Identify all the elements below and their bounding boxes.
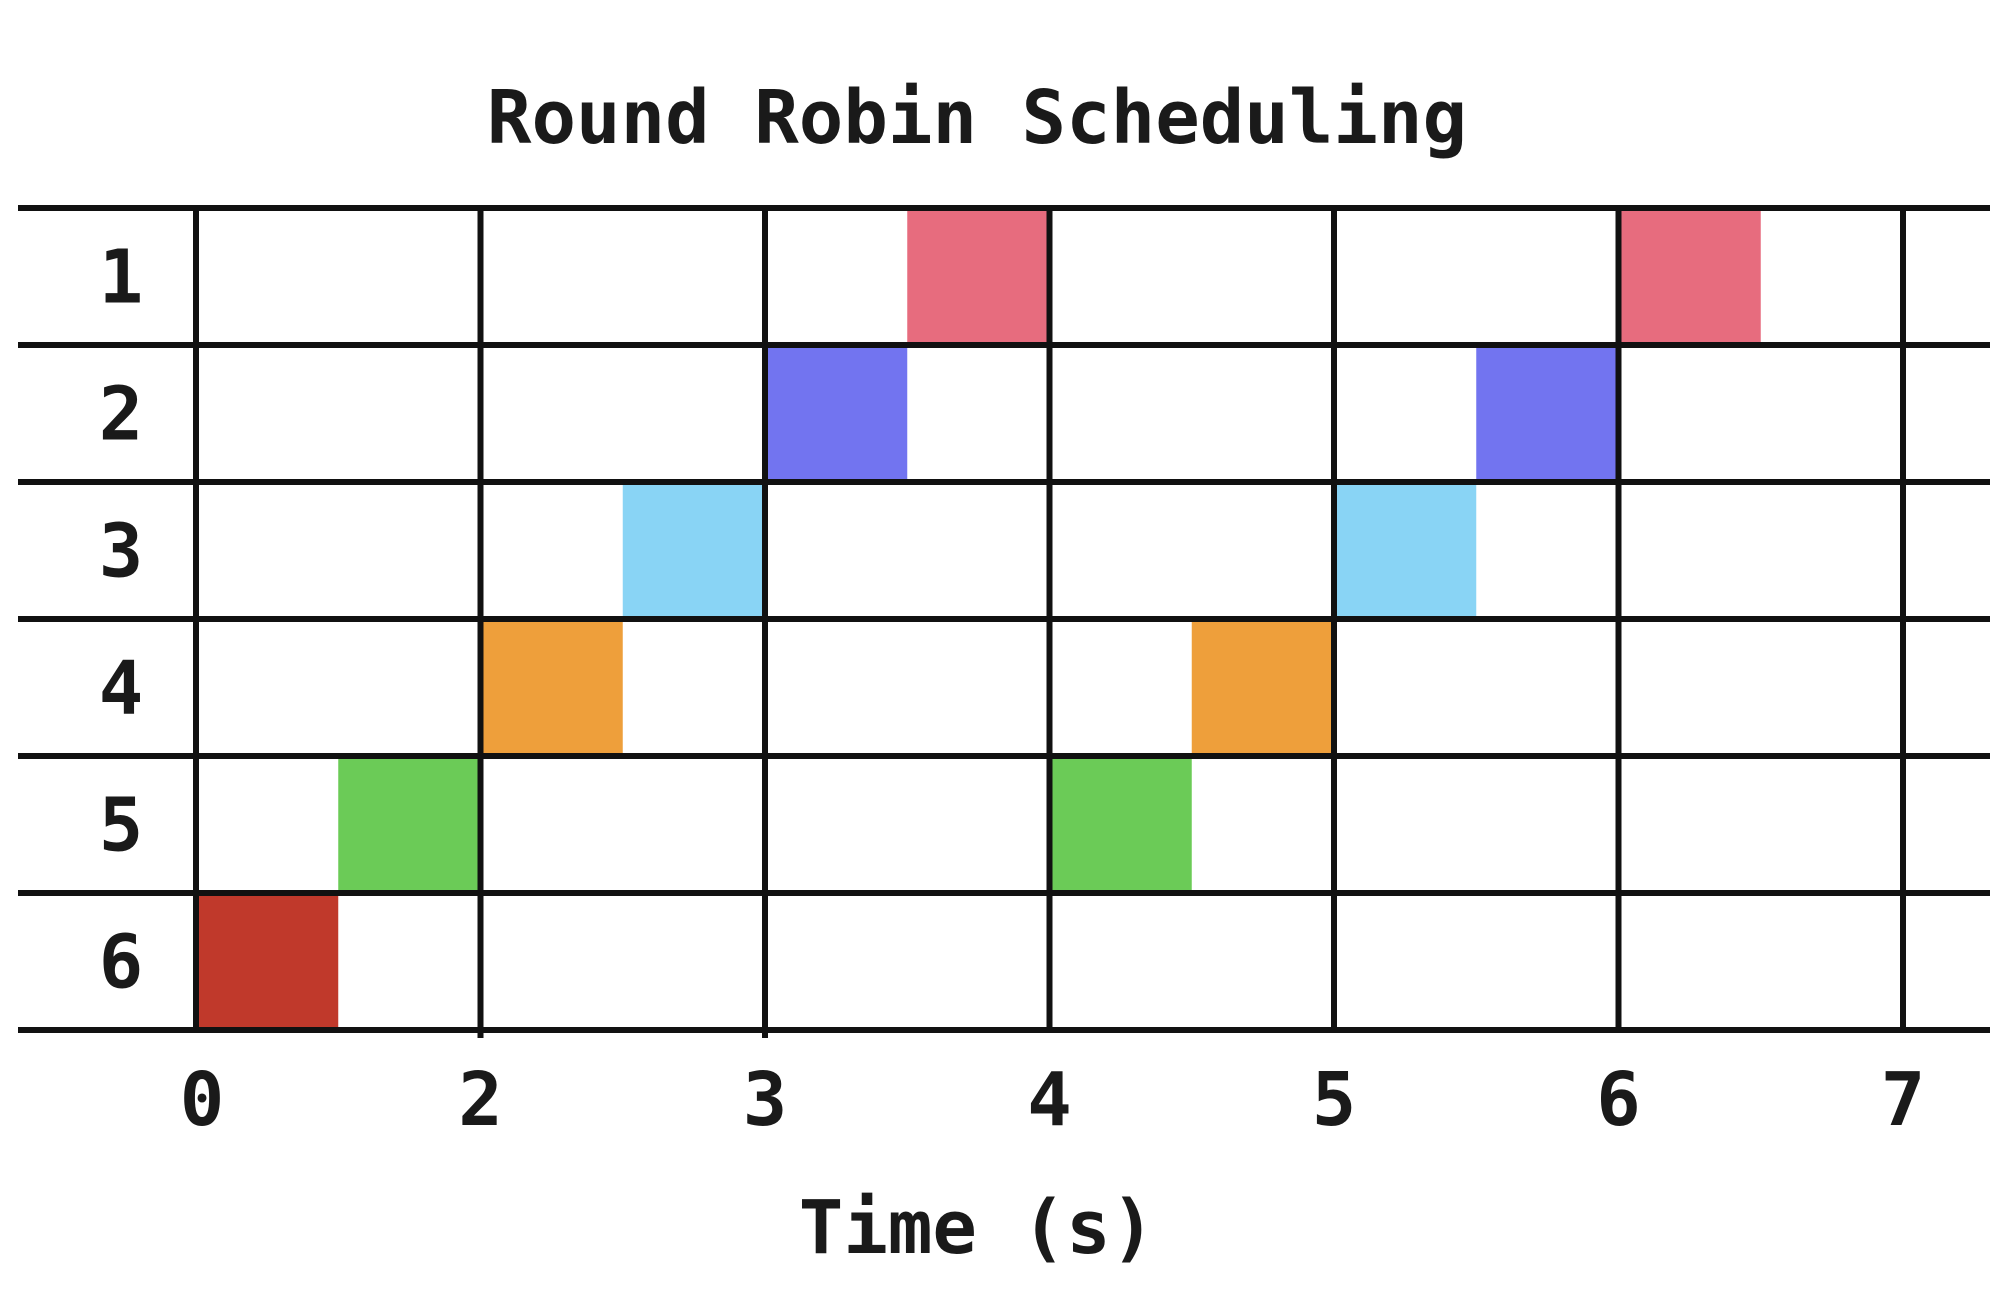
chart-title: Round Robin Scheduling: [487, 75, 1467, 161]
slice-row-5-6: [1049, 756, 1192, 893]
slice-row-5-1: [338, 756, 481, 893]
slice-row-1-10: [1618, 208, 1761, 345]
slice-row-4-7: [1191, 619, 1334, 756]
x-tick-label-6: 7: [1881, 1057, 1926, 1143]
x-tick-label-2: 3: [743, 1057, 788, 1143]
slice-row-2-9: [1476, 345, 1619, 482]
slice-row-2-4: [765, 345, 908, 482]
slice-row-1-5: [907, 208, 1050, 345]
row-label-4: 4: [99, 646, 144, 732]
x-tick-label-3: 4: [1027, 1057, 1072, 1143]
x-tick-label-1: 2: [458, 1057, 503, 1143]
x-axis-label: Time (s): [799, 1185, 1155, 1271]
slice-row-3-8: [1334, 482, 1477, 619]
x-tick-label-0: 0: [180, 1057, 225, 1143]
grid-layer: [18, 205, 1990, 1038]
row-label-5: 5: [99, 783, 144, 869]
row-label-3: 3: [99, 509, 144, 595]
x-tick-label-5: 6: [1596, 1057, 1641, 1143]
row-label-2: 2: [99, 372, 144, 458]
slice-row-3-3: [622, 482, 765, 619]
x-tick-label-4: 5: [1312, 1057, 1357, 1143]
slice-row-4-2: [480, 619, 623, 756]
slice-row-6-0: [196, 893, 339, 1030]
row-label-6: 6: [99, 920, 144, 1006]
row-label-1: 1: [99, 235, 144, 321]
slices-layer: [196, 208, 1761, 1030]
